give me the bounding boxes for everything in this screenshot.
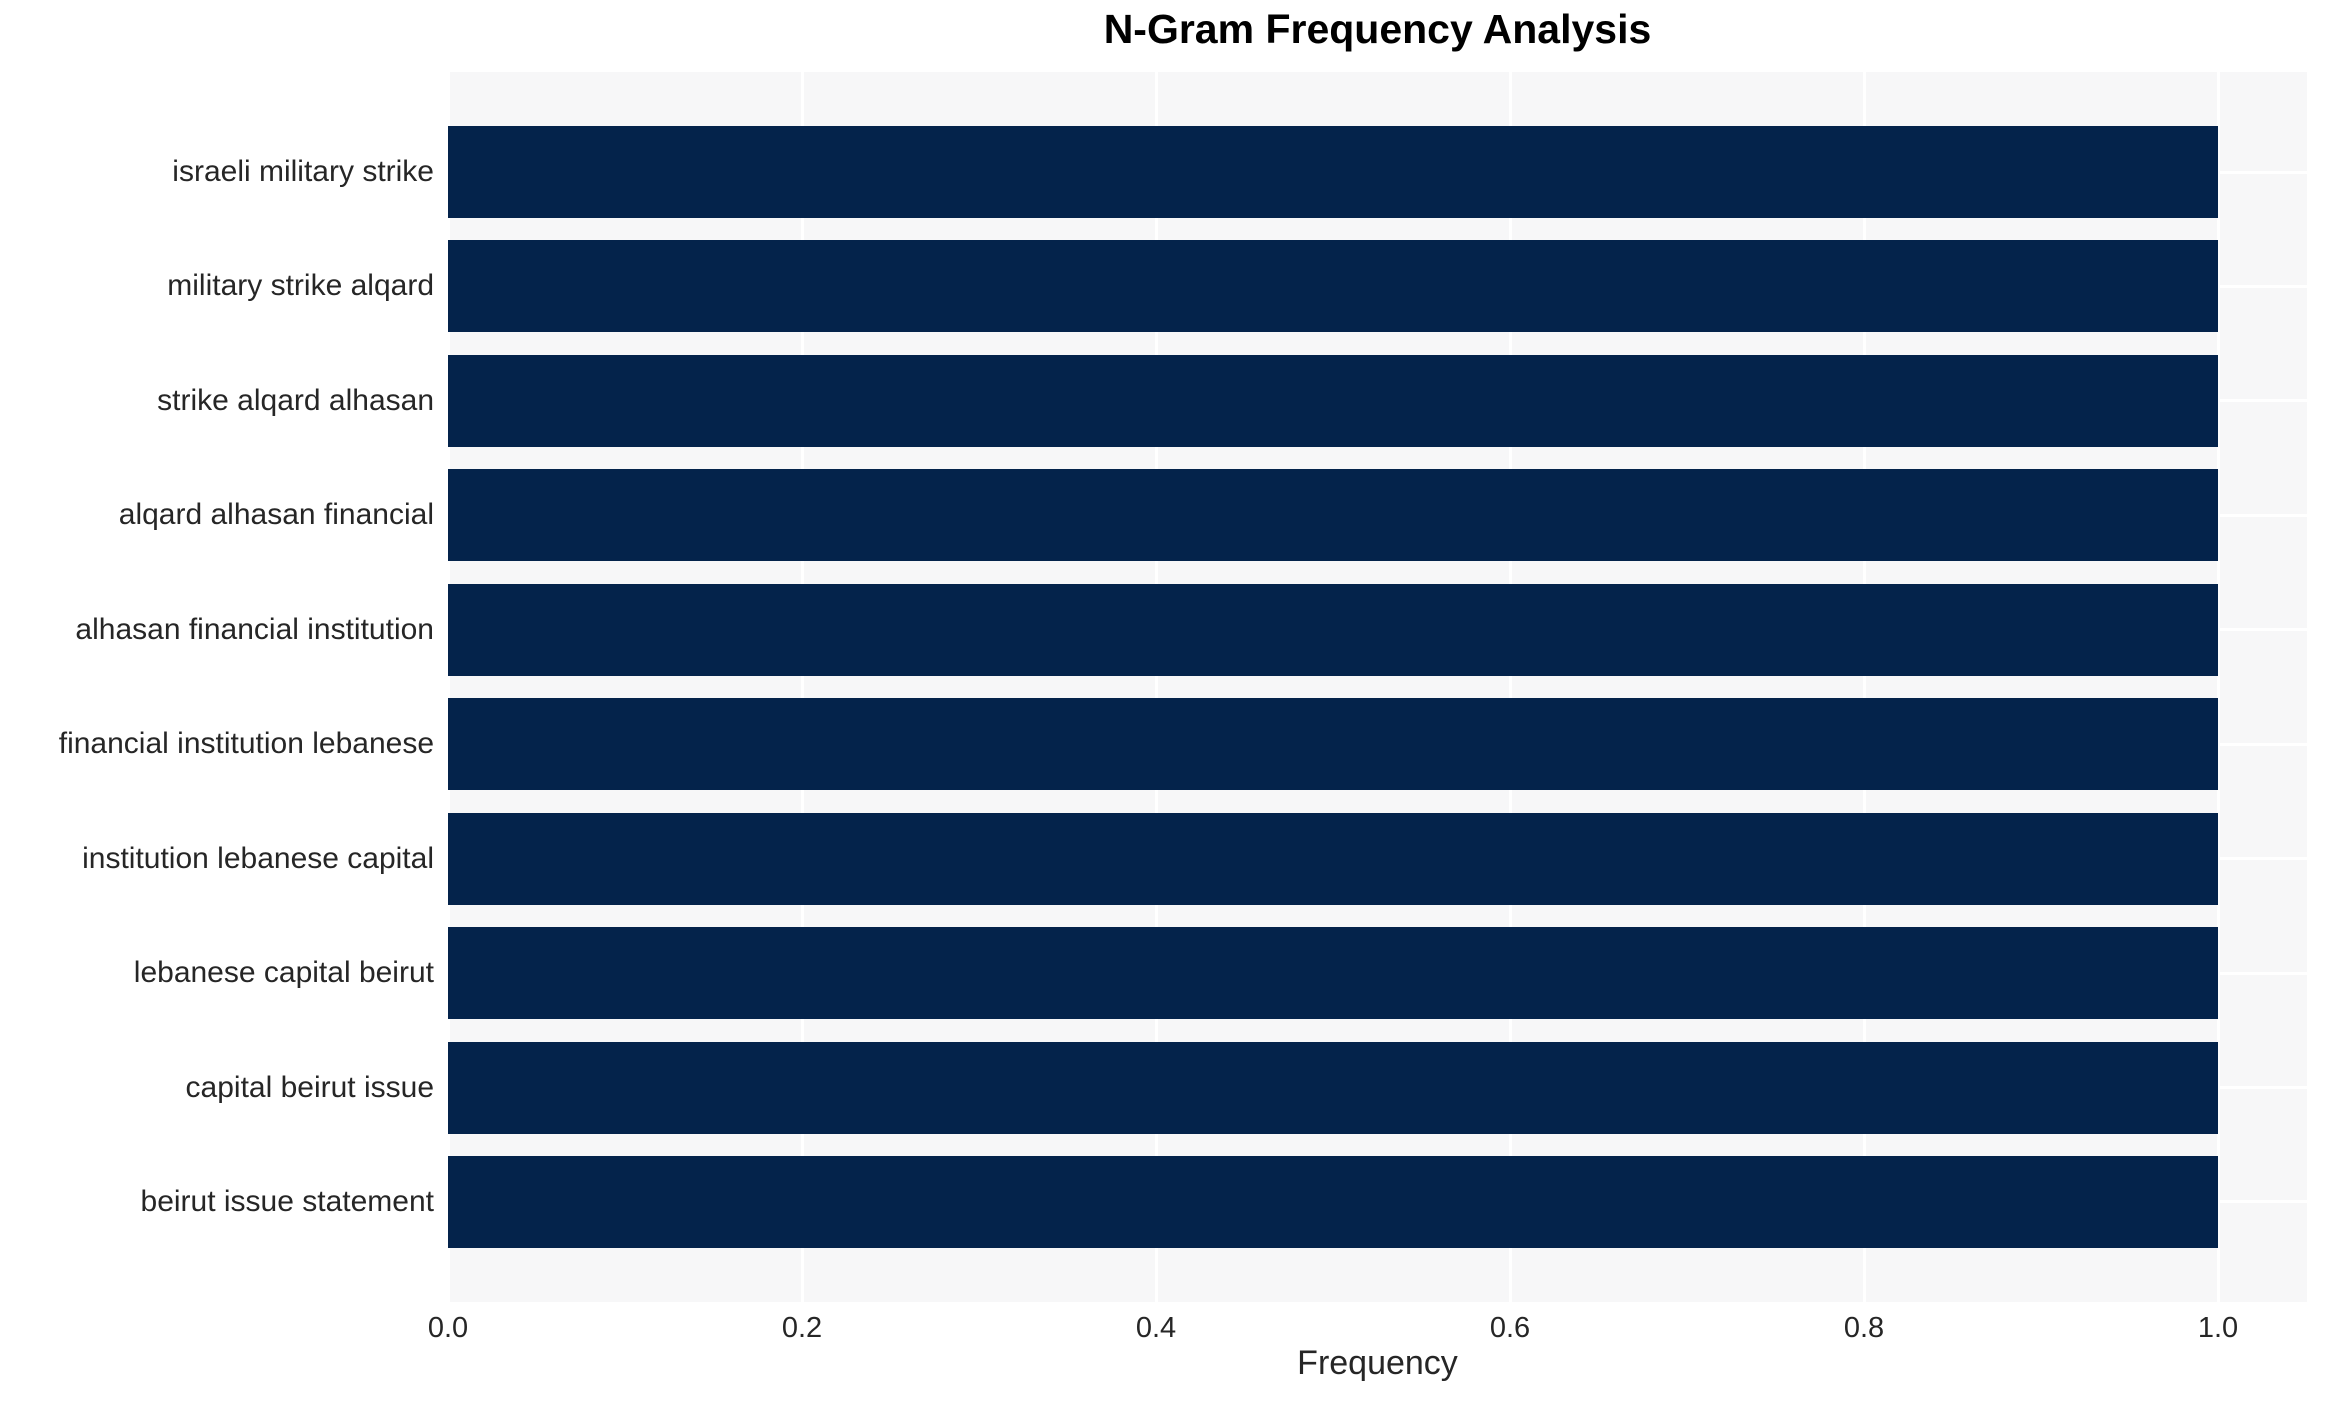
x-tick-label: 0.0 xyxy=(427,1312,469,1344)
bar-7 xyxy=(448,927,2218,1020)
y-tick-label: capital beirut issue xyxy=(185,1070,434,1104)
y-tick-label: financial institution lebanese xyxy=(58,727,434,761)
y-tick-label: alhasan financial institution xyxy=(75,612,434,646)
y-tick-label: institution lebanese capital xyxy=(82,841,434,875)
x-tick-label: 1.0 xyxy=(2197,1312,2239,1344)
plot-area xyxy=(448,72,2307,1302)
vertical-gridline xyxy=(1154,72,1158,1302)
bar-8 xyxy=(448,1041,2218,1134)
bar-9 xyxy=(448,1155,2218,1248)
vertical-gridline xyxy=(1862,72,1866,1302)
vertical-gridline xyxy=(1508,72,1512,1302)
x-axis-label: Frequency xyxy=(1297,1344,1458,1382)
bar-1 xyxy=(448,240,2218,333)
x-tick-label: 0.2 xyxy=(781,1312,823,1344)
bar-4 xyxy=(448,583,2218,676)
vertical-gridline xyxy=(2216,72,2220,1302)
y-tick-label: israeli military strike xyxy=(172,155,434,188)
y-tick-label: alqard alhasan financial xyxy=(118,498,434,532)
vertical-gridline xyxy=(448,72,450,1302)
y-tick-label: military strike alqard xyxy=(167,269,434,303)
bar-0 xyxy=(448,126,2218,218)
y-tick-label: lebanese capital beirut xyxy=(133,956,434,990)
y-tick-label: strike alqard alhasan xyxy=(157,383,434,417)
x-tick-label: 0.4 xyxy=(1135,1312,1177,1344)
x-tick-label: 0.8 xyxy=(1843,1312,1885,1344)
bar-3 xyxy=(448,469,2218,562)
chart-title: N-Gram Frequency Analysis xyxy=(1103,6,1652,52)
x-tick-label: 0.6 xyxy=(1489,1312,1531,1344)
bar-6 xyxy=(448,812,2218,905)
bar-5 xyxy=(448,698,2218,791)
bar-2 xyxy=(448,354,2218,447)
y-tick-label: beirut issue statement xyxy=(140,1184,434,1218)
vertical-gridline xyxy=(800,72,804,1302)
